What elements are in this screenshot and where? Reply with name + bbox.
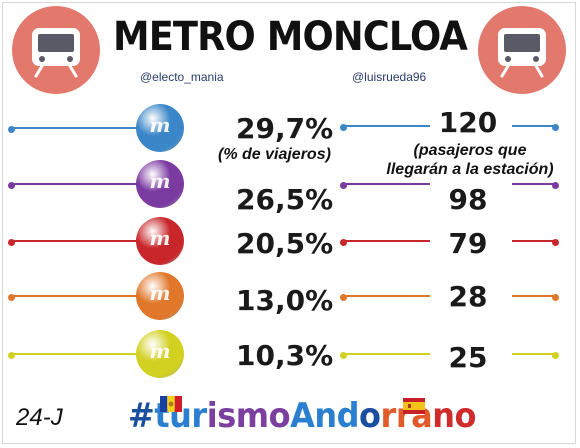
author-handle-left: @electo_mania (140, 70, 224, 84)
row-line-left (10, 127, 140, 129)
train-icon (32, 28, 80, 78)
author-handle-right: @luisrueda96 (352, 70, 427, 84)
row-line-middle (344, 295, 430, 297)
row-dot-left (8, 293, 15, 301)
party-ball: m (136, 217, 184, 265)
train-badge-left (12, 6, 100, 94)
row-dot-right (552, 181, 559, 189)
row-line-middle (344, 240, 430, 242)
passengers-value: 28 (448, 280, 488, 313)
row-line-right (512, 125, 556, 127)
row-dot-middle (340, 181, 347, 189)
spain-flag-icon (403, 398, 425, 414)
row-line-right (512, 353, 556, 355)
row-dot-middle (340, 351, 347, 359)
percent-value: 13,0% (236, 284, 334, 317)
hashtag-segment: ismo (206, 396, 291, 436)
row-dot-right (552, 123, 559, 131)
row-dot-left (8, 351, 15, 359)
party-ball: m (136, 272, 184, 320)
frame-border (2, 2, 576, 444)
percent-value: 20,5% (236, 227, 334, 260)
ball-logo: m (149, 339, 171, 363)
ball-logo: m (149, 281, 171, 305)
date-label: 24-J (16, 404, 63, 431)
ball-logo: m (149, 226, 171, 250)
percent-value: 29,7% (236, 112, 334, 145)
ball-logo: m (149, 113, 171, 137)
percent-value: 10,3% (236, 339, 334, 372)
party-ball: m (136, 160, 184, 208)
row-line-middle (344, 125, 430, 127)
passengers-note-line1: (pasajeros que (413, 142, 527, 159)
passengers-note-line2: llegarán a la estación) (386, 161, 554, 178)
row-dot-left (8, 125, 15, 133)
passengers-note: (pasajeros que llegarán a la estación) (370, 141, 570, 179)
row-dot-right (552, 238, 559, 246)
passengers-value: 25 (448, 341, 488, 374)
party-ball: m (136, 104, 184, 152)
row-line-right (512, 240, 556, 242)
page-title: METRO MONCLOA (113, 14, 468, 60)
row-dot-middle (340, 293, 347, 301)
ball-logo: m (149, 169, 171, 193)
percent-value: 26,5% (236, 183, 334, 216)
train-icon (498, 28, 546, 78)
hashtag-segment: And (290, 396, 360, 436)
row-line-left (10, 353, 140, 355)
row-line-middle (344, 183, 430, 185)
row-dot-left (8, 238, 15, 246)
row-dot-right (552, 351, 559, 359)
train-badge-right (478, 6, 566, 94)
row-line-right (512, 183, 556, 185)
passengers-value: 79 (448, 227, 488, 260)
hashtag-segment: o (359, 396, 381, 436)
passengers-value: 98 (448, 183, 488, 216)
row-line-left (10, 240, 140, 242)
hashtag-segment: no (432, 396, 476, 436)
row-dot-middle (340, 123, 347, 131)
row-dot-right (552, 293, 559, 301)
party-ball: m (136, 330, 184, 378)
row-dot-left (8, 181, 15, 189)
row-line-right (512, 295, 556, 297)
row-line-left (10, 295, 140, 297)
passengers-value: 120 (438, 106, 498, 139)
percent-note: (% de viajeros) (218, 146, 331, 163)
andorra-flag-icon (160, 396, 182, 412)
hashtag-segment: # (128, 396, 155, 436)
row-line-middle (344, 353, 430, 355)
row-dot-middle (340, 238, 347, 246)
row-line-left (10, 183, 140, 185)
